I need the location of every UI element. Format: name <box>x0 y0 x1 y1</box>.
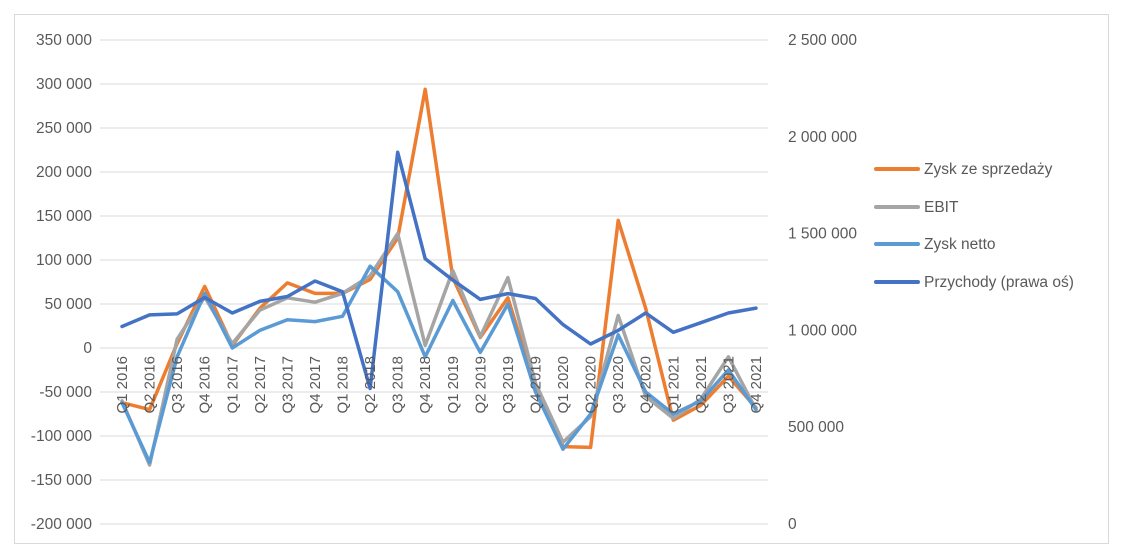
category-label: Q1 2021 <box>665 356 682 414</box>
right-axis: 2 500 000 2 000 000 1 500 000 1 000 000 500 … <box>788 32 857 533</box>
chart-area <box>14 14 1109 544</box>
left-tick-label: -200 000 <box>31 516 93 533</box>
category-label: Q2 2020 <box>583 356 600 414</box>
legend-label: Zysk netto <box>924 236 996 253</box>
category-label: Q4 2020 <box>638 356 655 414</box>
category-label: Q4 2019 <box>527 356 544 414</box>
right-tick-label: 2 000 000 <box>788 129 857 146</box>
left-tick-label: 250 000 <box>36 120 92 137</box>
legend-label: EBIT <box>924 199 959 216</box>
category-label: Q3 2021 <box>720 356 737 414</box>
gridlines <box>100 39 768 525</box>
category-label: Q2 2016 <box>142 356 159 414</box>
left-tick-label: -50 000 <box>39 384 92 401</box>
category-label: Q4 2017 <box>307 356 324 414</box>
left-tick-label: 100 000 <box>36 252 92 269</box>
left-tick-label: -150 000 <box>31 472 93 489</box>
left-tick-label: 350 000 <box>36 32 92 49</box>
category-label: Q1 2017 <box>224 356 241 414</box>
left-axis: 350 000 300 000 250 000 200 000 150 000 100 0… <box>31 32 93 533</box>
left-tick-label: 0 <box>83 340 92 357</box>
category-label: Q3 2020 <box>610 356 627 414</box>
left-tick-label: 200 000 <box>36 164 92 181</box>
category-label: Q3 2018 <box>390 356 407 414</box>
left-tick-label: 150 000 <box>36 208 92 225</box>
category-label: Q2 2017 <box>252 356 269 414</box>
series-line-przychody-prawa-os <box>120 150 758 391</box>
legend-label: Zysk ze sprzedaży <box>924 161 1053 178</box>
right-tick-label: 0 <box>788 516 797 533</box>
category-label: Q3 2019 <box>500 356 517 414</box>
category-label: Q2 2019 <box>472 356 489 414</box>
category-label: Q1 2019 <box>445 356 462 414</box>
category-label: Q1 2018 <box>335 356 352 414</box>
left-tick-label: 300 000 <box>36 76 92 93</box>
right-tick-label: 1 000 000 <box>788 322 857 339</box>
legend: Zysk ze sprzedaży EBIT Zysk netto Przychody… <box>874 161 1074 291</box>
category-label: Q1 2020 <box>555 356 572 414</box>
category-axis: Q1 2016 Q2 2016 Q3 2016 Q4 2016 Q1 2017 Q2 20… <box>114 356 765 414</box>
left-tick-label: -100 000 <box>31 428 93 445</box>
right-tick-label: 2 500 000 <box>788 32 857 49</box>
category-label: Q4 2021 <box>748 356 765 414</box>
series-lines <box>120 87 758 467</box>
category-label: Q3 2016 <box>169 356 186 414</box>
left-tick-label: 50 000 <box>45 296 93 313</box>
series-line-zysk-netto <box>120 264 758 465</box>
legend-label: Przychody (prawa oś) <box>924 274 1074 291</box>
category-label: Q1 2016 <box>114 356 131 414</box>
right-tick-label: 1 500 000 <box>788 226 857 243</box>
category-label: Q2 2021 <box>693 356 710 414</box>
category-label: Q4 2016 <box>197 356 214 414</box>
category-label: Q2 2018 <box>362 356 379 414</box>
right-tick-label: 500 000 <box>788 419 844 436</box>
category-label: Q4 2018 <box>417 356 434 414</box>
category-label: Q3 2017 <box>279 356 296 414</box>
